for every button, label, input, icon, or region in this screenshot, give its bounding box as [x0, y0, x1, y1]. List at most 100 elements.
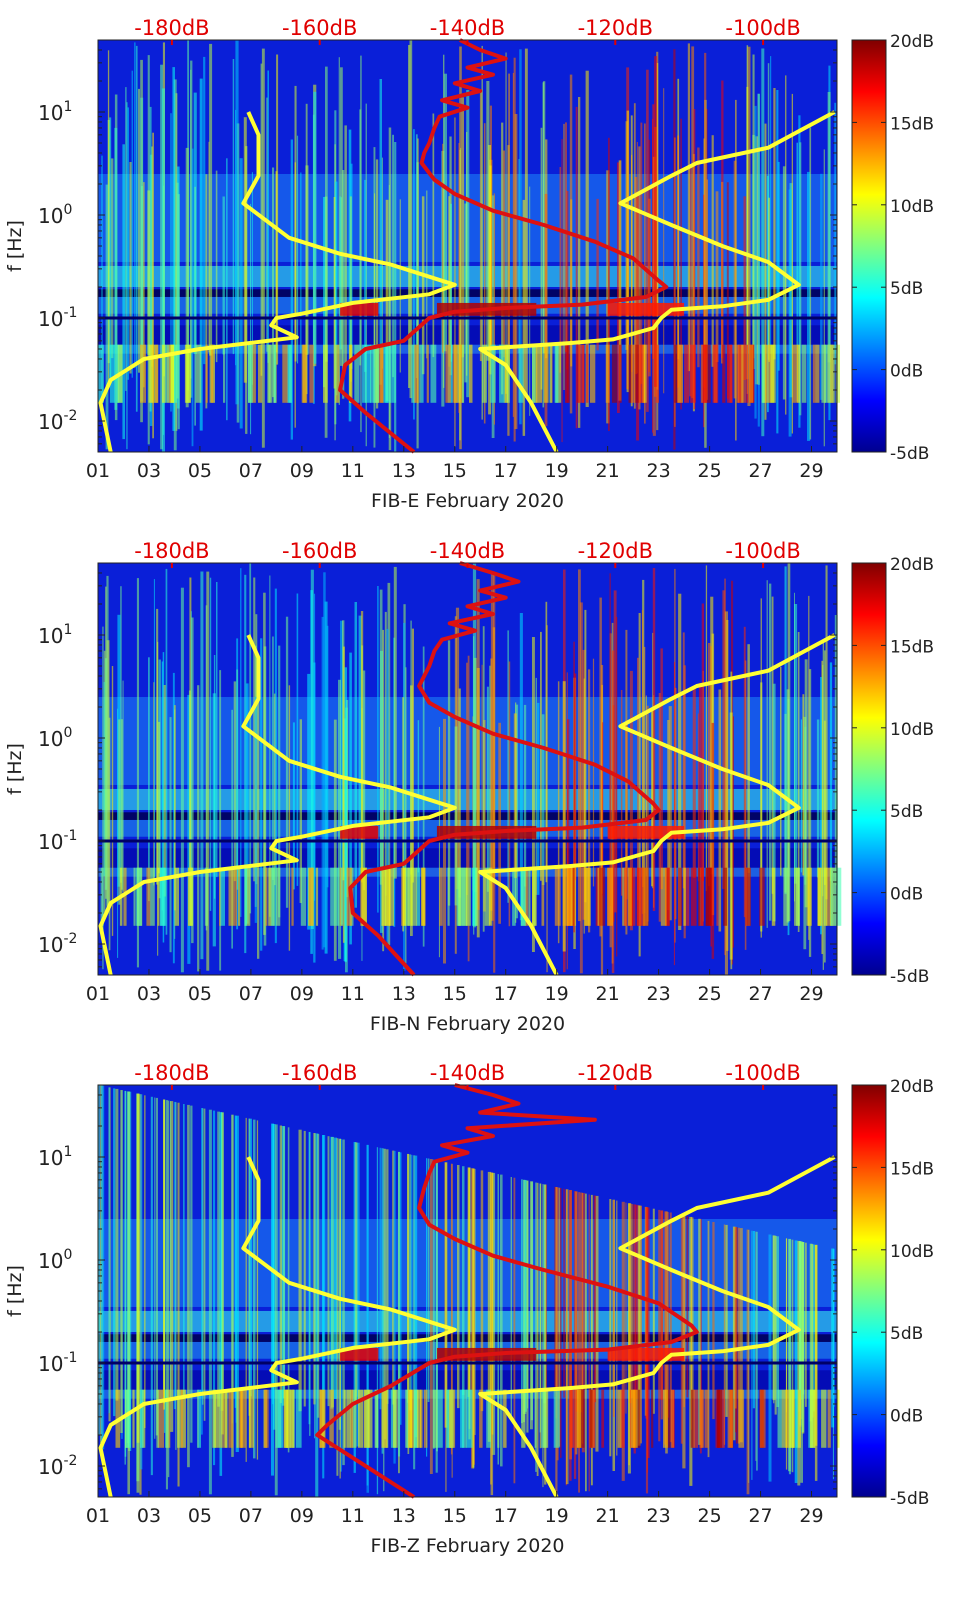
x-tick-label: 27 [748, 460, 772, 482]
spectrogram-streak [782, 166, 786, 400]
spectrogram-streak [780, 666, 782, 876]
spectrogram-streak [413, 129, 415, 420]
spectrogram-streak [296, 135, 299, 364]
spectrogram-block [291, 867, 294, 926]
spectrogram-block [562, 867, 569, 926]
spectrogram-block [177, 1389, 183, 1448]
spectrogram-streak [689, 1216, 693, 1486]
spectrogram-streak [236, 638, 239, 930]
x-tick-label: 03 [137, 983, 161, 1005]
y-tick-base: 10 [38, 1352, 63, 1376]
spectrogram-streak [266, 97, 268, 352]
spectrogram-streak [519, 613, 523, 921]
spectrogram-block [777, 1389, 782, 1448]
spectrogram-block [275, 1389, 282, 1448]
x-tick-label: 11 [341, 1505, 365, 1527]
spectrogram-streak [161, 661, 164, 911]
spectrogram-streak [535, 1182, 537, 1472]
spectrogram-streak [563, 1188, 565, 1398]
spectrogram-streak [609, 1199, 612, 1457]
top-axis-label: -140dB [430, 539, 505, 563]
spectrogram-block [817, 867, 823, 926]
spectrogram-block [762, 344, 766, 403]
spectrogram-streak [177, 194, 180, 430]
spectrogram-streak [606, 170, 610, 424]
spectrogram-streak [791, 1239, 794, 1473]
spectrogram-block [578, 1389, 585, 1448]
spectrogram-block [577, 1389, 581, 1448]
spectrogram-streak [625, 1202, 627, 1414]
spectrogram-block [275, 867, 281, 926]
spectrogram-block [717, 1389, 723, 1448]
x-tick-label: 07 [239, 983, 263, 1005]
x-tick-label: 11 [341, 983, 365, 1005]
spectrogram-streak [799, 1241, 801, 1395]
spectrogram-streak [560, 1188, 562, 1458]
spectrogram-streak [542, 1184, 544, 1488]
spectrogram-block [707, 344, 711, 403]
spectrogram-block [211, 344, 214, 403]
spectrogram-streak [834, 102, 837, 365]
spectrogram-streak [300, 172, 302, 354]
spectrogram-block [584, 867, 590, 926]
spectrogram-streak [545, 601, 548, 883]
spectrogram-streak [379, 589, 383, 885]
spectrogram-streak [443, 54, 445, 388]
spectrogram-block [723, 867, 728, 926]
spectrogram-streak [663, 88, 665, 394]
spectrogram-streak [377, 586, 379, 913]
spectrogram-block [150, 867, 155, 926]
spectrogram-streak [185, 147, 189, 408]
spectrogram-streak [114, 127, 118, 410]
spectrogram-block [607, 867, 613, 926]
spectrogram-block [156, 1389, 159, 1448]
spectrogram-streak [638, 146, 641, 410]
spectrogram-streak [325, 66, 328, 362]
y-tick-label: 101 [38, 99, 72, 125]
spectrogram-block [375, 344, 379, 403]
spectrogram-streak [566, 719, 570, 898]
spectrogram-streak [358, 615, 362, 877]
x-axis-label: FIB-N February 2020 [370, 1013, 565, 1035]
spectrogram-band [98, 1334, 837, 1342]
spectrogram-block [741, 344, 747, 403]
spectrogram-streak [172, 672, 175, 964]
spectrogram-block [700, 344, 703, 403]
spectrogram-block [797, 344, 801, 403]
spectrogram-streak [697, 147, 700, 368]
spectrogram-streak [382, 629, 385, 952]
spectrogram-streak [640, 122, 643, 384]
spectrogram-streak [555, 1187, 558, 1497]
spectrogram-block [484, 867, 490, 926]
spectrogram-block [479, 1389, 483, 1448]
spectrogram-streak [349, 652, 352, 945]
spectrogram-block [497, 1389, 500, 1448]
spectrogram-block [198, 1389, 201, 1448]
spectrogram-block [704, 1389, 709, 1448]
spectrogram-block [416, 867, 421, 926]
spectrogram-streak [771, 596, 774, 894]
spectrogram-block [821, 1389, 827, 1448]
spectrogram-block [815, 344, 820, 403]
spectrogram-streak [489, 665, 491, 925]
spectrogram-block [445, 344, 451, 403]
spectrogram-block [651, 1389, 654, 1448]
spectrogram-streak [474, 1168, 476, 1435]
spectrogram-streak [784, 566, 787, 895]
colorbar-tick-label: -5dB [890, 444, 929, 464]
top-axis-label: -160dB [282, 1061, 357, 1085]
spectrogram-streak [187, 1104, 190, 1468]
spectrogram-streak [680, 118, 682, 410]
spectrogram-block [829, 344, 835, 403]
spectrogram-block [157, 867, 160, 926]
y-tick-label: 10-1 [38, 305, 77, 331]
spectrogram-streak [209, 43, 213, 356]
top-axis-label: -140dB [430, 16, 505, 40]
spectrogram-streak [519, 49, 522, 425]
red-curve-2 [315, 1083, 699, 1499]
spectrogram-block [224, 1389, 228, 1448]
spectrogram-block [528, 867, 531, 926]
spectrogram-block [628, 344, 632, 403]
y-tick-base: 10 [38, 410, 63, 434]
top-axis-label: -120dB [578, 16, 653, 40]
